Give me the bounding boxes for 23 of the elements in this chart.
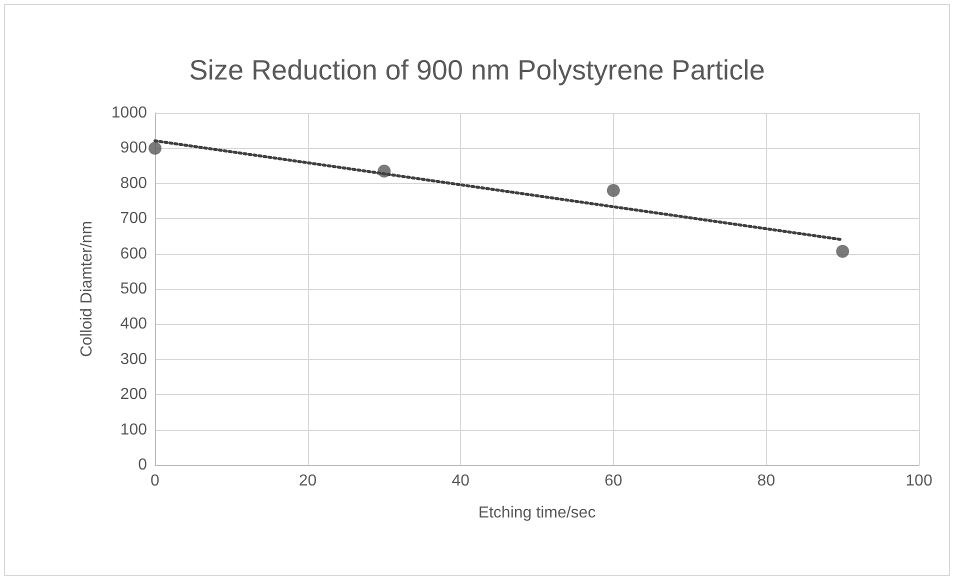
- x-tick-label: 80: [757, 472, 776, 490]
- y-tick-label: 800: [120, 174, 148, 192]
- x-axis-title: Etching time/sec: [478, 504, 596, 522]
- y-tick-label: 100: [120, 421, 148, 438]
- y-tick-label: 200: [120, 386, 148, 404]
- y-tick-label: 500: [120, 280, 148, 298]
- chart-title: Size Reduction of 900 nm Polystyrene Particle: [189, 54, 765, 86]
- y-axis-title: Colloid Diamter/nm: [78, 220, 96, 358]
- y-tick-label: 300: [120, 350, 148, 368]
- y-tick-label: 900: [120, 140, 148, 157]
- point: [836, 244, 850, 258]
- x-tick-label: 40: [452, 472, 470, 490]
- y-tick-label: 0: [138, 456, 148, 474]
- x-tick-label: 100: [906, 472, 932, 490]
- x-tick-label: 0: [150, 472, 160, 490]
- y-tick-label: 700: [120, 210, 148, 228]
- y-tick-label: 1000: [111, 104, 148, 122]
- x-tick-label: 20: [298, 472, 317, 490]
- y-tick-label: 400: [120, 316, 148, 333]
- point: [606, 184, 620, 197]
- y-tick-label: 600: [120, 245, 148, 262]
- point: [148, 142, 162, 155]
- x-tick-label: 60: [604, 472, 622, 490]
